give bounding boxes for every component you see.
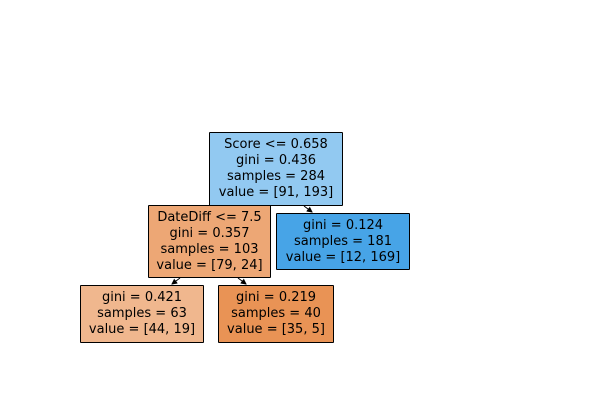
edge-root-to-right xyxy=(303,205,313,213)
node-value-label: value = [79, 24] xyxy=(156,257,263,273)
node-value-label: value = [35, 5] xyxy=(227,322,325,337)
node-samples-label: samples = 63 xyxy=(97,306,187,321)
node-gini-label: gini = 0.421 xyxy=(101,290,183,305)
edge-left-to-leaf-2 xyxy=(237,277,247,285)
node-samples-label: samples = 284 xyxy=(226,169,325,184)
leaf-node-left-left: gini = 0.421 samples = 63 value = [44, 1… xyxy=(80,285,204,343)
leaf-node-right: gini = 0.124 samples = 181 value = [12, … xyxy=(276,213,410,270)
node-value-label: value = [44, 19] xyxy=(88,322,196,337)
node-value-label: value = [91, 193] xyxy=(218,185,334,200)
leaf-node-left-right: gini = 0.219 samples = 40 value = [35, 5… xyxy=(218,285,334,343)
node-gini-label: gini = 0.436 xyxy=(235,153,317,168)
node-gini-label: gini = 0.357 xyxy=(169,225,250,241)
node-samples-label: samples = 181 xyxy=(293,233,392,249)
node-value-label: value = [12, 169] xyxy=(285,249,401,265)
node-split-label: Score <= 0.658 xyxy=(224,137,328,152)
root-node: Score <= 0.658 gini = 0.436 samples = 28… xyxy=(209,132,343,206)
node-gini-label: gini = 0.219 xyxy=(235,290,317,305)
edge-left-to-leaf-1 xyxy=(171,277,181,285)
node-gini-label: gini = 0.124 xyxy=(302,217,384,233)
node-samples-label: samples = 103 xyxy=(160,241,259,257)
split-node-datediff: DateDiff <= 7.5 gini = 0.357 samples = 1… xyxy=(148,205,271,278)
node-samples-label: samples = 40 xyxy=(231,306,321,321)
node-split-label: DateDiff <= 7.5 xyxy=(157,209,262,225)
